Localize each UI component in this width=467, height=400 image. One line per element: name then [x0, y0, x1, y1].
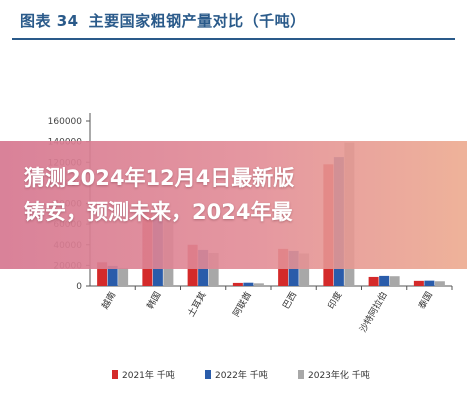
category-label: 沙特阿拉伯 — [357, 290, 390, 335]
legend-label: 2022年 千吨 — [215, 369, 268, 381]
category-label: 泰国 — [416, 290, 435, 312]
category-label: 印度 — [325, 290, 344, 312]
bar — [208, 253, 219, 286]
bar — [389, 276, 400, 286]
bar — [97, 262, 108, 286]
bar — [299, 253, 310, 286]
bar — [243, 282, 254, 286]
title-underline — [12, 38, 455, 40]
category-label: 土耳其 — [185, 290, 209, 319]
legend-swatch — [112, 370, 118, 379]
overlay-banner: 猜测2024年12月4日最新版 铸安，预测未来，2024年最 — [0, 141, 467, 269]
bar — [434, 281, 445, 286]
legend-swatch — [298, 370, 304, 379]
y-tick-label: 160000 — [48, 117, 83, 127]
category-label: 越南 — [99, 290, 118, 312]
bar — [107, 265, 118, 286]
legend-swatch — [205, 370, 211, 379]
bar — [413, 280, 424, 286]
banner-line-1: 猜测2024年12月4日最新版 — [24, 166, 295, 190]
bar — [232, 282, 243, 286]
legend-label: 2023年化 千吨 — [308, 369, 370, 381]
bar — [253, 283, 264, 286]
category-label: 韩国 — [144, 290, 163, 312]
y-tick-label: 0 — [76, 282, 82, 292]
bar — [118, 267, 129, 286]
figure-title-text: 主要国家粗钢产量对比（千吨） — [88, 12, 306, 30]
bar — [379, 275, 390, 286]
banner-line-2: 铸安，预测未来，2024年最 — [24, 200, 293, 224]
figure-title: 图表 34 主要国家粗钢产量对比（千吨） — [20, 10, 316, 31]
bar — [368, 276, 379, 286]
category-label: 阿联酋 — [230, 290, 254, 319]
legend-label: 2021年 千吨 — [122, 369, 175, 381]
figure-label: 图表 34 — [20, 12, 79, 30]
category-label: 巴西 — [281, 290, 300, 311]
bar — [424, 280, 435, 286]
